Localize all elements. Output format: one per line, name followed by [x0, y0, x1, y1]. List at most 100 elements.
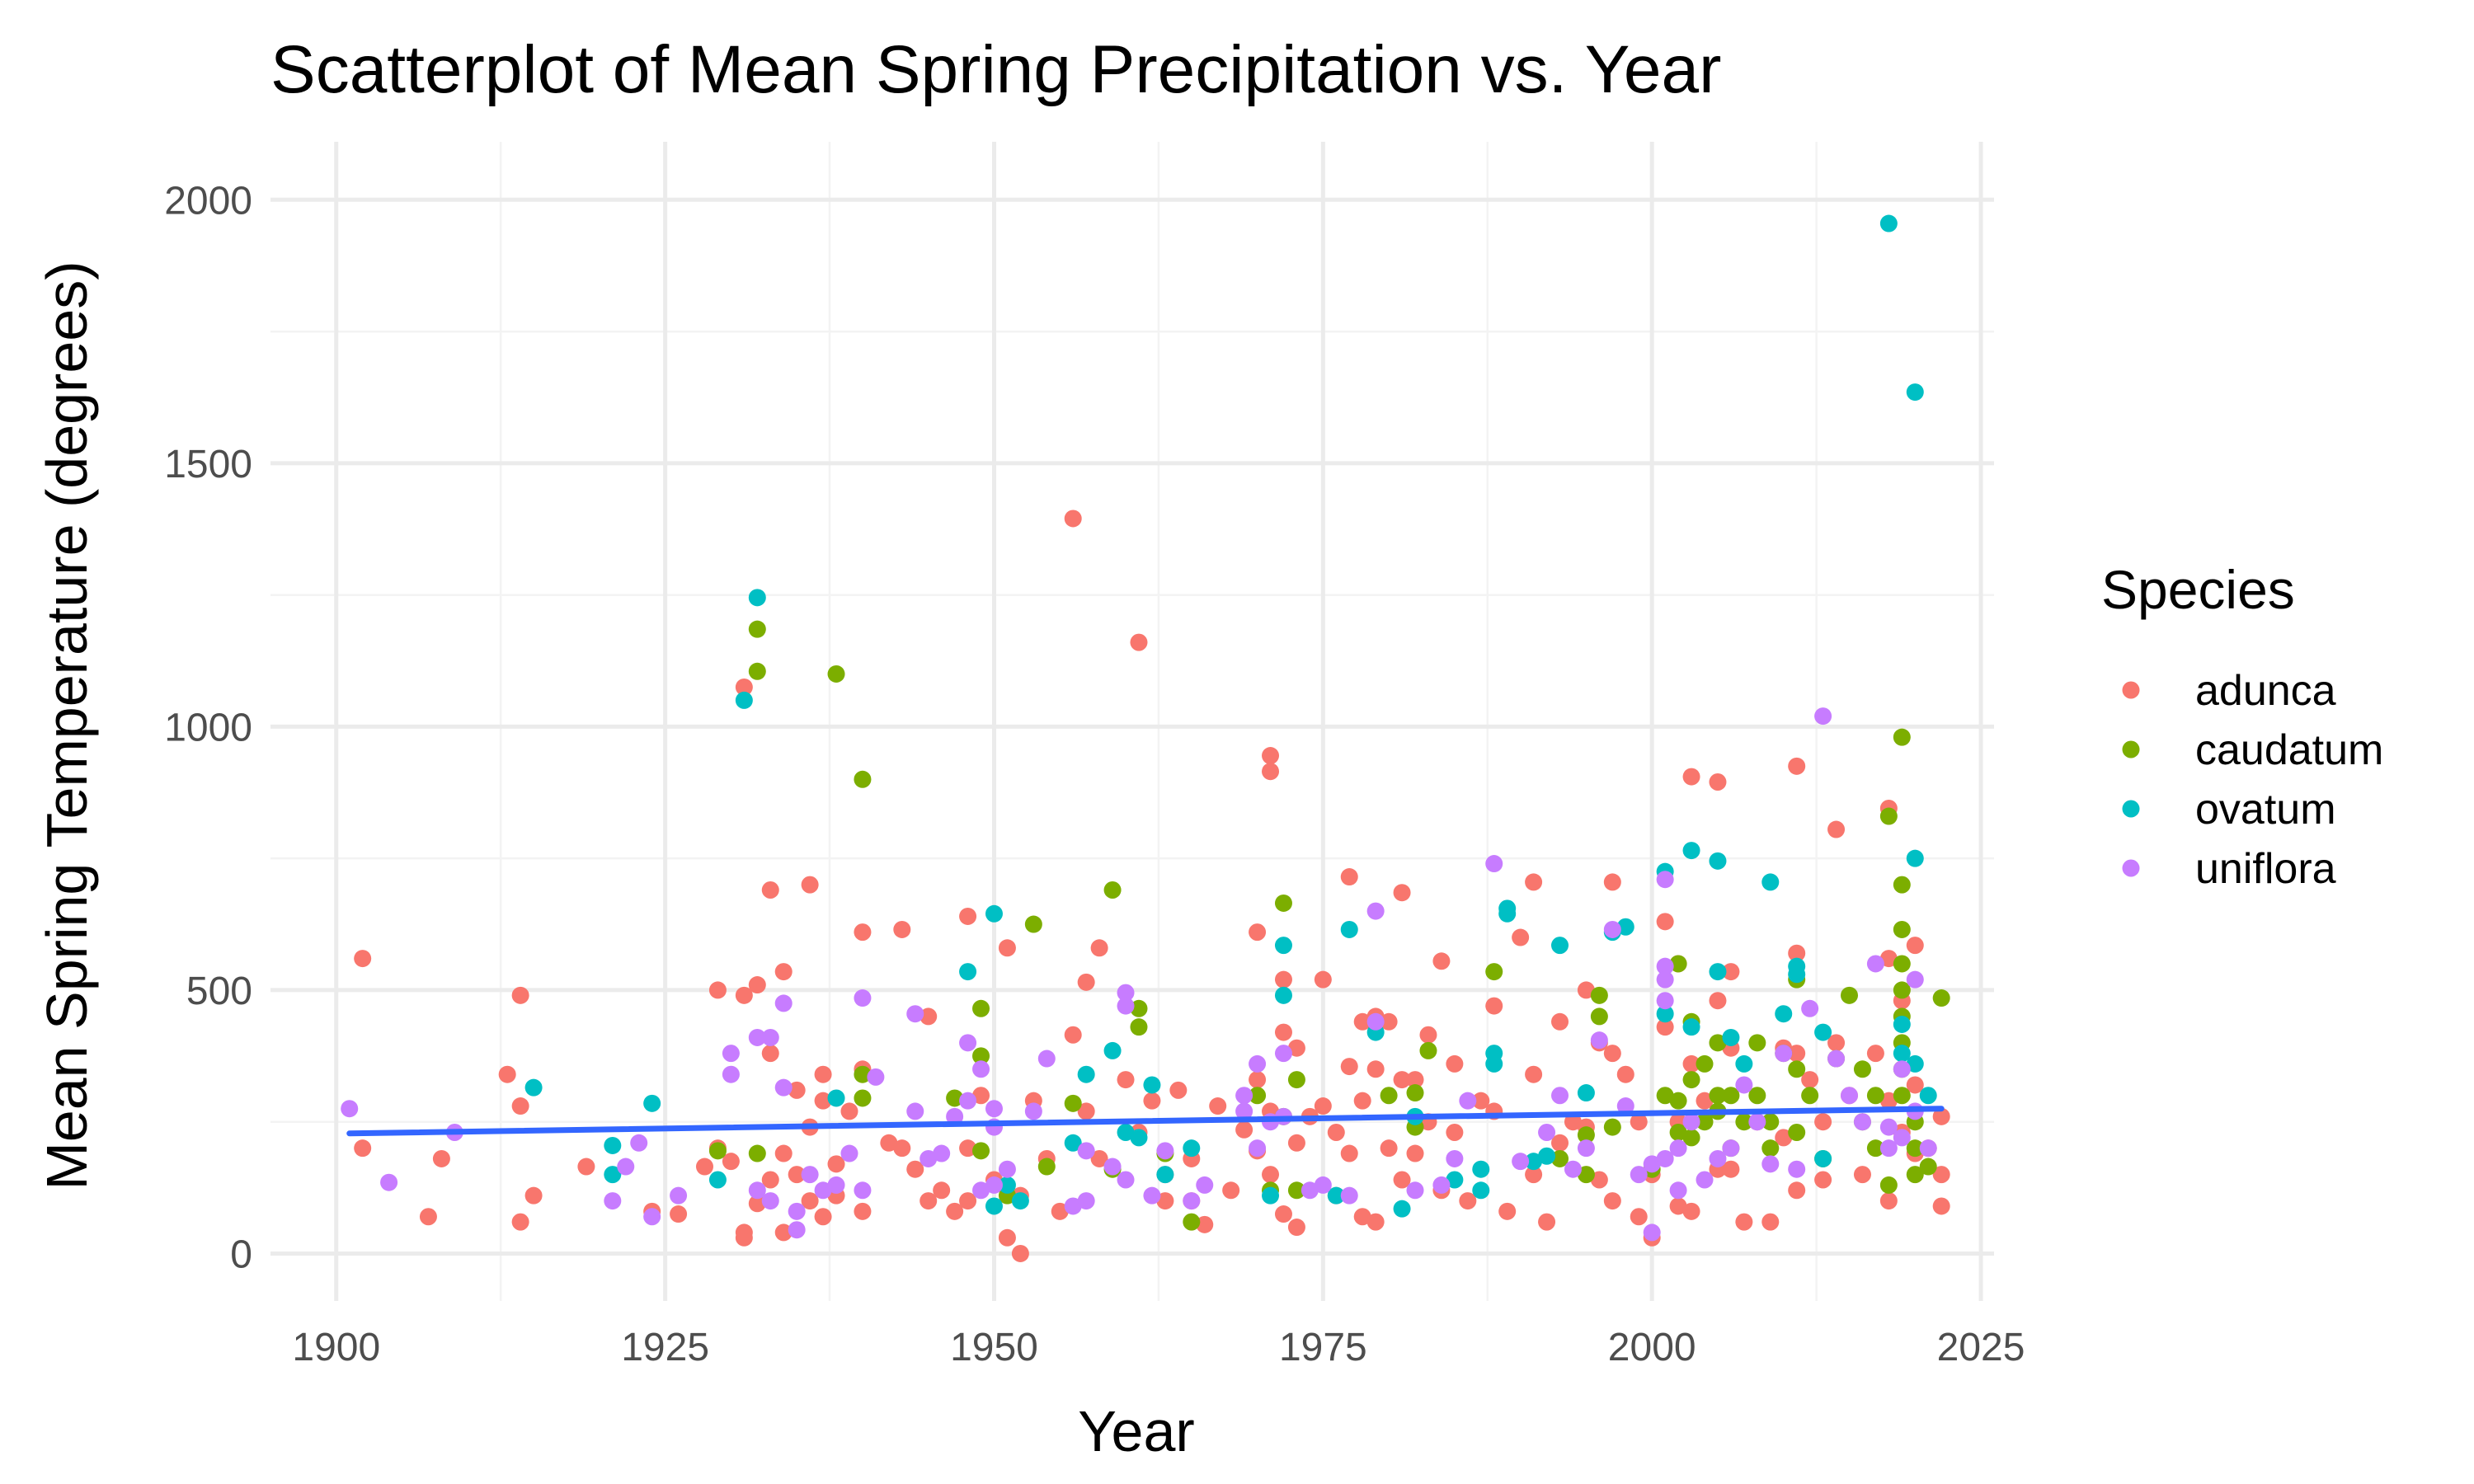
data-point-caudatum — [1130, 1018, 1148, 1036]
data-point-adunca — [498, 1065, 516, 1083]
data-point-adunca — [1853, 1166, 1871, 1184]
data-point-uniflora — [906, 1005, 924, 1023]
data-point-caudatum — [1722, 1087, 1740, 1105]
data-point-uniflora — [1669, 1181, 1687, 1200]
data-point-adunca — [1314, 970, 1332, 989]
data-point-adunca — [748, 976, 766, 994]
data-point-uniflora — [1249, 1054, 1267, 1073]
data-point-adunca — [1472, 1092, 1490, 1110]
data-point-adunca — [1274, 1205, 1292, 1223]
data-point-ovatum — [1485, 1054, 1503, 1073]
data-point-caudatum — [1906, 1166, 1924, 1184]
y-axis-ticks: 0 500 1000 1500 2000 — [164, 179, 252, 1276]
data-point-uniflora — [617, 1158, 635, 1176]
data-point-uniflora — [1879, 1139, 1898, 1158]
data-point-caudatum — [1287, 1181, 1305, 1200]
data-point-adunca — [1196, 1215, 1214, 1233]
data-point-adunca — [1814, 1171, 1832, 1189]
data-point-uniflora — [814, 1181, 832, 1200]
data-point-ovatum — [1879, 214, 1898, 232]
data-point-uniflora — [840, 1144, 858, 1162]
data-point-uniflora — [1117, 984, 1135, 1002]
legend-label-ovatum: ovatum — [2195, 786, 2336, 834]
x-tick-label: 2025 — [1937, 1326, 2025, 1369]
data-point-caudatum — [1419, 1041, 1437, 1059]
data-point-uniflora — [1616, 1097, 1634, 1115]
legend-label-uniflora: uniflora — [2195, 845, 2336, 893]
data-point-caudatum — [1274, 894, 1292, 912]
data-point-uniflora — [1656, 970, 1674, 989]
data-point-adunca — [1314, 1097, 1332, 1115]
data-point-caudatum — [1709, 1087, 1727, 1105]
data-point-uniflora — [774, 994, 793, 1012]
data-point-uniflora — [827, 1176, 845, 1194]
data-point-uniflora — [1274, 1045, 1292, 1063]
data-point-uniflora — [1919, 1139, 1937, 1158]
data-point-adunca — [1143, 1092, 1161, 1110]
data-point-caudatum — [1577, 1126, 1595, 1144]
data-point-adunca — [920, 1192, 938, 1210]
data-point-adunca — [670, 1205, 688, 1223]
y-tick-label: 1500 — [164, 443, 252, 486]
data-point-uniflora — [1696, 1171, 1714, 1189]
data-point-adunca — [774, 1144, 793, 1162]
data-point-adunca — [1827, 1034, 1846, 1052]
data-point-uniflora — [959, 1034, 977, 1052]
data-point-ovatum — [1156, 1166, 1174, 1184]
data-point-ovatum — [1709, 852, 1727, 870]
data-point-adunca — [1130, 633, 1148, 651]
data-point-ovatum — [985, 904, 1003, 923]
data-point-adunca — [906, 1160, 924, 1178]
data-point-uniflora — [1551, 1087, 1569, 1105]
data-point-caudatum — [1696, 1054, 1714, 1073]
data-point-uniflora — [867, 1068, 885, 1086]
data-point-uniflora — [1406, 1181, 1424, 1200]
data-point-caudatum — [946, 1089, 964, 1107]
data-point-adunca — [788, 1081, 806, 1099]
data-point-caudatum — [1669, 955, 1687, 973]
data-point-ovatum — [1906, 849, 1924, 867]
data-point-adunca — [1249, 1071, 1267, 1089]
data-point-adunca — [1709, 992, 1727, 1010]
data-point-adunca — [1932, 1197, 1950, 1215]
data-point-uniflora — [1893, 1060, 1911, 1078]
data-point-uniflora — [341, 1100, 359, 1118]
data-point-caudatum — [1709, 1034, 1727, 1052]
data-point-adunca — [827, 1155, 845, 1173]
data-point-ovatum — [1814, 1149, 1832, 1167]
data-point-ovatum — [1788, 965, 1806, 984]
data-point-adunca — [1051, 1202, 1069, 1220]
data-point-adunca — [1419, 1026, 1437, 1044]
data-point-adunca — [998, 939, 1016, 957]
data-point-caudatum — [1879, 807, 1898, 825]
data-point-adunca — [1538, 1213, 1556, 1231]
legend-key-adunca — [2122, 681, 2140, 699]
data-point-uniflora — [1656, 957, 1674, 975]
data-point-adunca — [1353, 1012, 1371, 1031]
data-point-adunca — [1393, 884, 1411, 902]
data-point-caudatum — [1893, 981, 1911, 999]
data-point-adunca — [1932, 1107, 1950, 1125]
data-point-adunca — [1814, 1113, 1832, 1131]
data-point-ovatum — [1525, 1153, 1543, 1171]
data-point-uniflora — [1630, 1166, 1648, 1184]
data-point-caudatum — [1801, 1087, 1819, 1105]
data-point-uniflora — [761, 1028, 779, 1046]
data-point-adunca — [1630, 1113, 1648, 1131]
data-point-adunca — [788, 1166, 806, 1184]
data-point-ovatum — [1130, 1129, 1148, 1147]
data-point-ovatum — [1682, 1018, 1700, 1036]
data-point-adunca — [761, 881, 779, 899]
data-point-uniflora — [1143, 1186, 1161, 1205]
data-point-ovatum — [1616, 918, 1634, 936]
data-point-adunca — [854, 1202, 872, 1220]
data-point-adunca — [774, 1223, 793, 1242]
data-point-uniflora — [972, 1060, 990, 1078]
data-point-caudatum — [1788, 1123, 1806, 1141]
data-point-adunca — [354, 950, 372, 968]
data-point-ovatum — [1446, 1171, 1464, 1189]
data-point-uniflora — [643, 1208, 661, 1226]
data-point-caudatum — [1735, 1113, 1753, 1131]
data-point-adunca — [722, 1153, 740, 1171]
data-point-ovatum — [1538, 1147, 1556, 1165]
